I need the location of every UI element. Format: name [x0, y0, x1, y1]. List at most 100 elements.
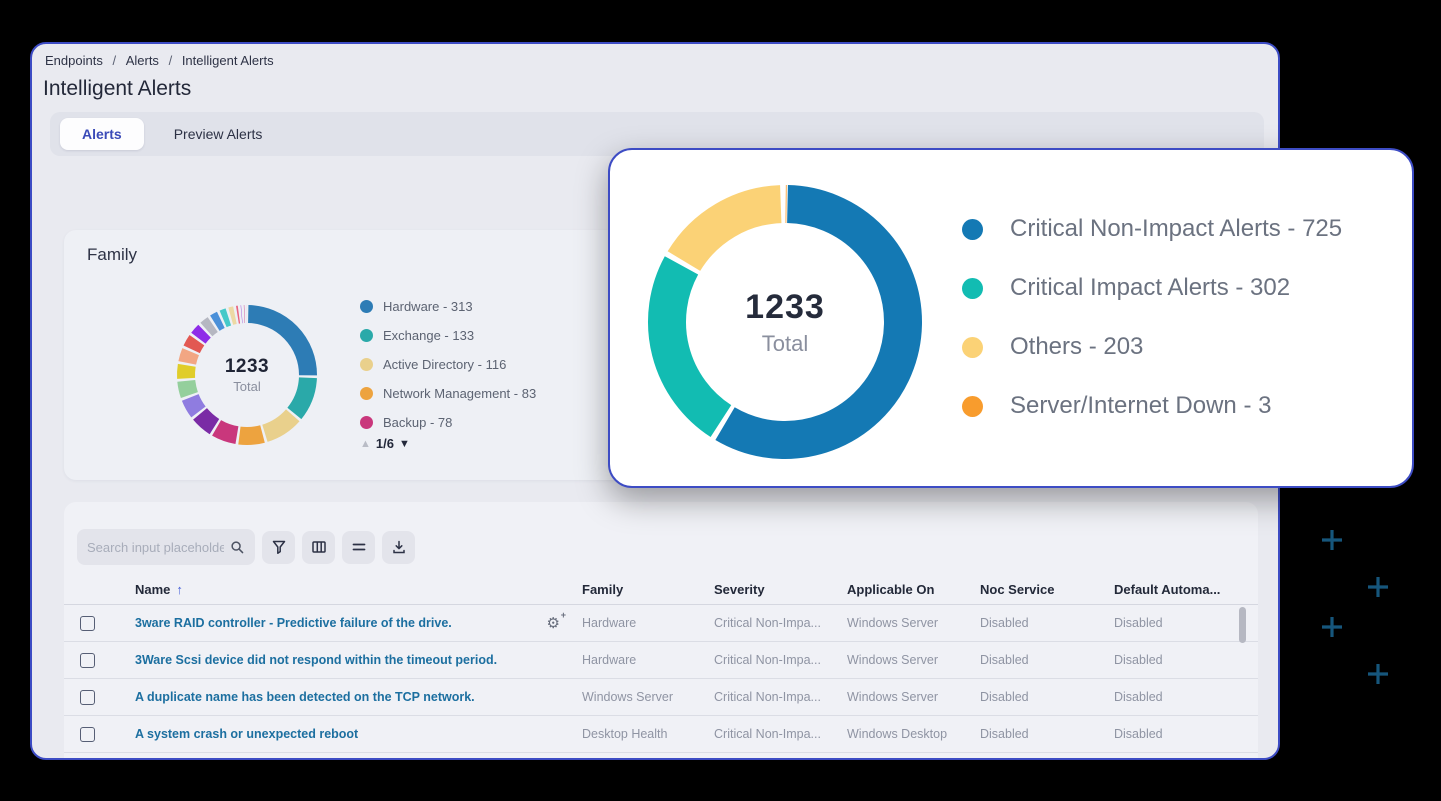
tab-alerts[interactable]: Alerts	[60, 118, 144, 150]
columns-button[interactable]	[302, 530, 335, 564]
legend-item[interactable]: Backup - 78	[360, 414, 536, 430]
legend-dot	[962, 336, 983, 358]
cell-noc-service: Disabled	[980, 653, 1029, 667]
column-header-family[interactable]: Family	[582, 582, 624, 597]
family-legend: Hardware - 313 Exchange - 133 Active Dir…	[360, 298, 536, 443]
breadcrumb-alerts[interactable]: Alerts	[125, 53, 159, 68]
legend-label: Exchange - 133	[383, 327, 475, 343]
alert-name-link[interactable]: A duplicate name has been detected on th…	[135, 690, 475, 704]
breadcrumb-separator: /	[112, 53, 117, 68]
legend-label: Backup - 78	[383, 414, 453, 430]
column-header-applicable-on[interactable]: Applicable On	[847, 582, 935, 597]
table-row[interactable]: A system crash or unexpected reboot Desk…	[64, 716, 1258, 753]
filter-button[interactable]	[262, 530, 295, 564]
plus-decoration-icon	[1368, 664, 1388, 684]
cell-severity: Critical Non-Impa...	[714, 690, 821, 704]
plus-decoration-icon	[1322, 617, 1342, 637]
legend-item[interactable]: Others - 203	[962, 330, 1342, 364]
cell-noc-service: Disabled	[980, 727, 1029, 741]
cell-applicable-on: Windows Server	[847, 690, 938, 704]
legend-label: Others - 203	[1010, 333, 1144, 360]
severity-donut-chart[interactable]: 1233 Total	[635, 172, 935, 472]
row-checkbox[interactable]	[79, 726, 95, 742]
row-checkbox[interactable]	[79, 689, 95, 705]
family-card: Family 1233 Total Hardware - 313 Exchang…	[64, 230, 624, 480]
legend-dot	[360, 415, 373, 429]
legend-item[interactable]: Critical Impact Alerts - 302	[962, 271, 1342, 305]
legend-prev-icon[interactable]: ▲	[360, 437, 371, 450]
legend-dot	[360, 357, 373, 371]
row-density-button[interactable]	[342, 530, 375, 564]
plus-decoration-icon	[1322, 530, 1342, 550]
legend-dot	[360, 386, 373, 400]
cell-default-automation: Disabled	[1114, 727, 1163, 741]
column-header-default-automation[interactable]: Default Automa...	[1114, 582, 1221, 597]
table-body: 3ware RAID controller - Predictive failu…	[64, 605, 1258, 753]
table-row[interactable]: 3ware RAID controller - Predictive failu…	[64, 605, 1258, 642]
table-row[interactable]: 3Ware Scsi device did not respond within…	[64, 642, 1258, 679]
legend-label: Server/Internet Down - 3	[1010, 392, 1272, 419]
alert-name-link[interactable]: A system crash or unexpected reboot	[135, 727, 359, 741]
plus-decoration-icon	[1368, 577, 1388, 597]
table-row[interactable]: A duplicate name has been detected on th…	[64, 679, 1258, 716]
legend-item[interactable]: Exchange - 133	[360, 327, 536, 343]
cell-default-automation: Disabled	[1114, 690, 1163, 704]
cell-family: Windows Server	[582, 690, 673, 704]
alert-name-link[interactable]: 3Ware Scsi device did not respond within…	[135, 653, 498, 667]
search-box[interactable]	[77, 529, 255, 565]
legend-item[interactable]: Hardware - 313	[360, 298, 536, 314]
cell-applicable-on: Windows Server	[847, 653, 938, 667]
legend-pager: ▲ 1/6 ▼	[360, 436, 410, 451]
legend-label: Network Management - 83	[383, 385, 537, 401]
search-input[interactable]	[87, 539, 224, 555]
cell-severity: Critical Non-Impa...	[714, 616, 821, 630]
row-density-icon	[352, 543, 365, 551]
family-card-title: Family	[87, 245, 138, 264]
breadcrumb-separator: /	[168, 53, 173, 68]
cell-family: Hardware	[582, 616, 637, 630]
cell-default-automation: Disabled	[1114, 616, 1163, 630]
legend-next-icon[interactable]: ▼	[398, 437, 410, 450]
legend-page-indicator: 1/6	[375, 436, 394, 451]
legend-dot	[962, 277, 983, 299]
legend-dot	[360, 299, 373, 313]
cell-family: Hardware	[582, 653, 637, 667]
cell-noc-service: Disabled	[980, 616, 1029, 630]
filter-icon	[272, 540, 285, 554]
severity-donut-popup: 1233 Total Critical Non-Impact Alerts - …	[608, 148, 1414, 488]
download-icon	[392, 540, 405, 554]
row-checkbox[interactable]	[79, 615, 95, 631]
severity-legend: Critical Non-Impact Alerts - 725 Critica…	[962, 212, 1342, 448]
cell-default-automation: Disabled	[1114, 653, 1163, 667]
legend-item[interactable]: Active Directory - 116	[360, 356, 536, 372]
legend-item[interactable]: Network Management - 83	[360, 385, 536, 401]
table-scrollbar[interactable]	[1239, 607, 1246, 643]
row-checkbox[interactable]	[79, 652, 95, 668]
cell-severity: Critical Non-Impa...	[714, 727, 821, 741]
column-header-noc-service[interactable]: Noc Service	[980, 582, 1055, 597]
legend-label: Active Directory - 116	[383, 356, 507, 372]
column-label: Name	[135, 582, 171, 597]
legend-item[interactable]: Critical Non-Impact Alerts - 725	[962, 212, 1342, 246]
alert-name-link[interactable]: 3ware RAID controller - Predictive failu…	[135, 616, 452, 630]
family-donut-chart[interactable]: 1233 Total	[167, 295, 327, 455]
tab-preview-alerts[interactable]: Preview Alerts	[173, 126, 263, 142]
column-header-severity[interactable]: Severity	[714, 582, 765, 597]
cell-applicable-on: Windows Server	[847, 616, 938, 630]
cell-family: Desktop Health	[582, 727, 668, 741]
severity-donut-svg	[648, 184, 922, 459]
page-title: Intelligent Alerts	[43, 77, 192, 100]
automation-gear-icon[interactable]: ⚙ +	[546, 609, 566, 632]
legend-item[interactable]: Server/Internet Down - 3	[962, 389, 1342, 423]
sort-ascending-icon[interactable]: ↑	[176, 582, 183, 597]
breadcrumb-endpoints[interactable]: Endpoints	[45, 53, 103, 68]
legend-dot	[962, 218, 983, 240]
cell-severity: Critical Non-Impa...	[714, 653, 821, 667]
legend-dot	[962, 395, 983, 417]
column-header-name[interactable]: Name ↑	[110, 582, 582, 597]
breadcrumb-intelligent-alerts: Intelligent Alerts	[181, 53, 274, 68]
search-icon	[231, 540, 244, 553]
legend-dot	[360, 328, 373, 342]
download-button[interactable]	[382, 530, 415, 564]
columns-icon	[311, 541, 326, 553]
